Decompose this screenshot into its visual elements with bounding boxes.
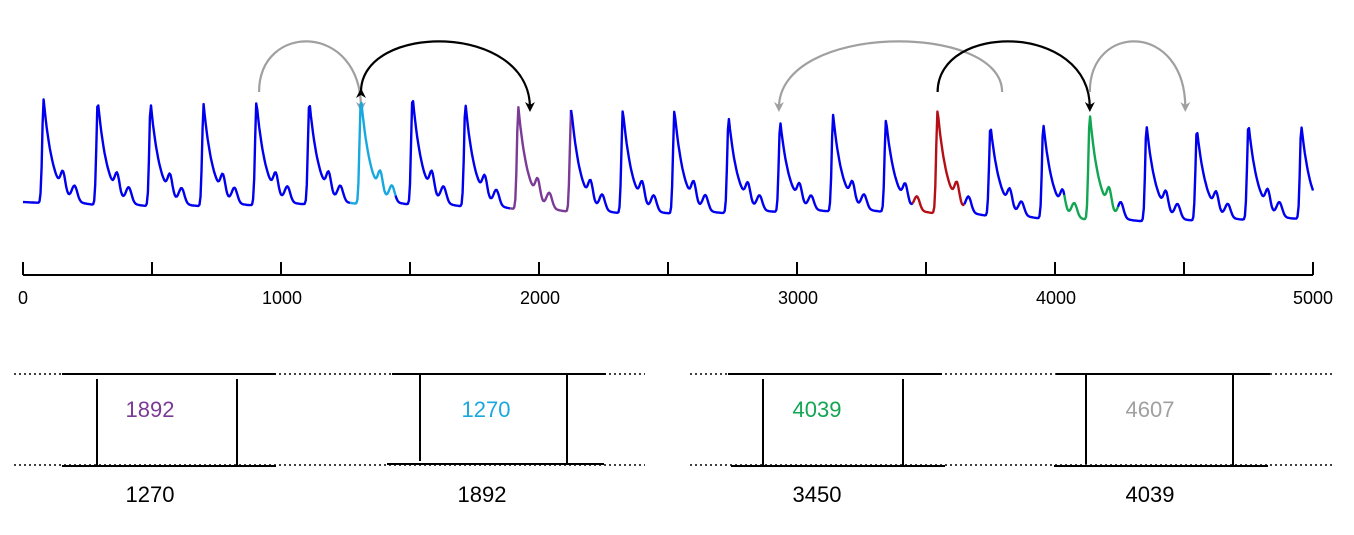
box-3-top-label: 4039 (793, 397, 842, 422)
tick-label-3000: 3000 (778, 288, 818, 308)
box-3-bottom-label: 3450 (793, 482, 842, 507)
transition-arrow (355, 40, 535, 112)
signal-segment (509, 105, 573, 213)
tick-label-5000: 5000 (1293, 288, 1333, 308)
arcs-layer (257, 40, 1191, 112)
box-4-bottom-label: 4039 (1126, 482, 1175, 507)
box-1: 1892 1270 (62, 373, 276, 507)
tick-label-4000: 4000 (1036, 288, 1076, 308)
signal-segment (569, 109, 914, 215)
box-1-top-label: 1892 (126, 397, 175, 422)
box-2-top-label: 1270 (462, 397, 511, 422)
transition-arrow (773, 40, 1004, 112)
tick-label-1000: 1000 (262, 288, 302, 308)
transition-arrow (936, 40, 1095, 112)
axis-tick-labels: 0 1000 2000 3000 4000 5000 (18, 288, 1333, 308)
box-2: 1270 1892 (387, 373, 606, 507)
signal-trace (22, 98, 1315, 223)
schematic-right (690, 373, 1333, 466)
signal-segment (394, 99, 511, 210)
signal-segment (963, 124, 1066, 220)
signal-segment (22, 98, 351, 208)
schematic-left (14, 373, 645, 466)
transition-arrow (257, 40, 366, 112)
tick-label-0: 0 (18, 288, 28, 308)
box-1-bottom-label: 1270 (126, 482, 175, 507)
box-2-bottom-label: 1892 (458, 482, 507, 507)
box-4: 4607 4039 (1054, 373, 1270, 507)
signal-segment (911, 110, 965, 215)
transition-arrow (1088, 40, 1191, 112)
x-axis (22, 262, 1314, 276)
signal-segment (1063, 115, 1120, 221)
signal-segment (349, 101, 397, 205)
tick-label-2000: 2000 (520, 288, 560, 308)
box-3: 4039 3450 (728, 373, 945, 507)
signal-segment (1116, 126, 1315, 223)
box-4-top-label: 4607 (1126, 397, 1175, 422)
